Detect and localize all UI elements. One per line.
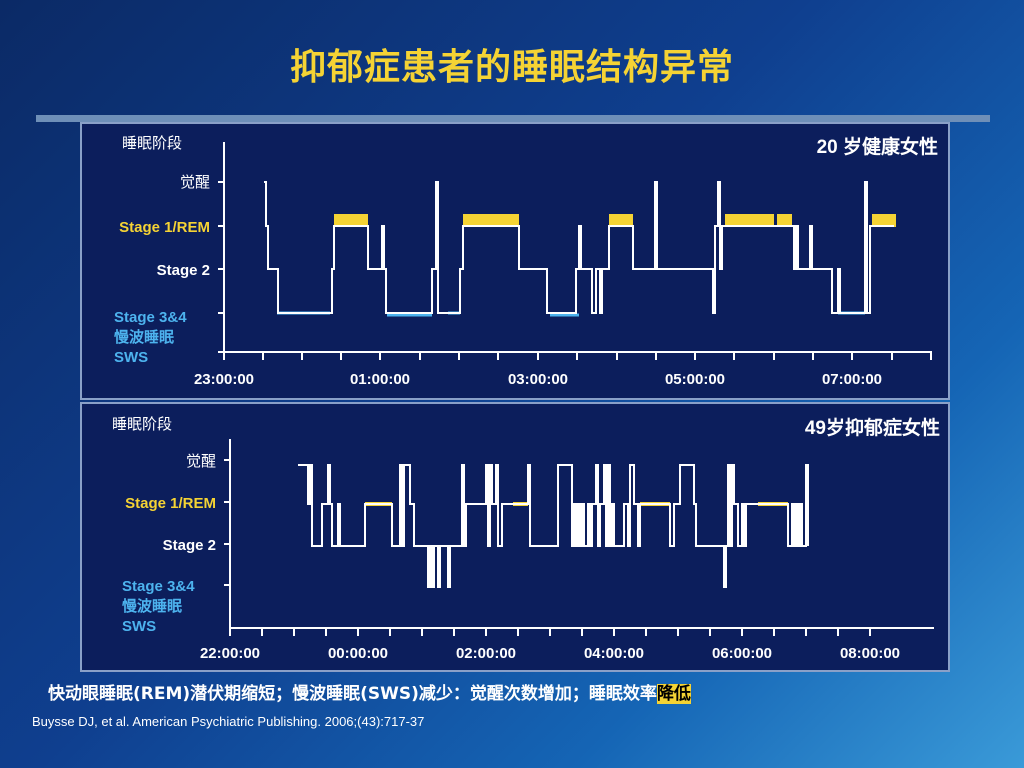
reference-citation: Buysse DJ, et al. American Psychiatric P… [32,714,425,729]
y-axis-title: 睡眠阶段 [122,135,182,152]
rem-bar [872,214,896,227]
chart-title: 20 岁健康女性 [817,135,938,158]
y-level-label: 慢波睡眠 [122,597,182,615]
hypnogram-trace [264,181,894,314]
y-level-label: Stage 3&4 [114,309,187,326]
y-level-label: Stage 2 [157,262,210,279]
x-tick-label: 06:00:00 [712,645,772,662]
x-tick-label: 04:00:00 [584,645,644,662]
rem-bars [334,214,896,227]
title-divider [36,115,990,122]
x-tick-label: 07:00:00 [822,371,882,388]
x-tick-label: 03:00:00 [508,371,568,388]
x-tick-label: 01:00:00 [350,371,410,388]
x-ticks [229,628,871,636]
x-tick-label: 23:00:00 [194,371,254,388]
y-axis-title: 睡眠阶段 [112,416,172,433]
hypnogram-chart-depressed: 睡眠阶段 49岁抑郁症女性 觉醒 Stage 1/REM Stage 2 Sta… [112,416,940,662]
rem-bar [463,214,519,227]
y-level-label: Stage 1/REM [125,495,216,512]
rem-bar [334,214,368,227]
hypnogram-trace [298,464,809,588]
hypnogram-panel-depressed: 睡眠阶段 49岁抑郁症女性 觉醒 Stage 1/REM Stage 2 Sta… [80,402,950,672]
summary-highlight: 降低 [656,684,691,704]
summary-main: 快动眼睡眠(REM)潜伏期缩短；慢波睡眠(SWS)减少：觉醒次数增加；睡眠效率 [48,684,657,704]
rem-bar [777,214,792,227]
chart-title: 49岁抑郁症女性 [805,416,940,439]
y-level-label: SWS [122,618,156,635]
y-level-label: 觉醒 [180,174,210,191]
rem-bar [725,214,774,227]
y-level-label: Stage 3&4 [122,578,195,595]
x-ticks [223,352,932,360]
y-level-label: 觉醒 [186,453,216,470]
x-tick-label: 08:00:00 [840,645,900,662]
y-level-label: Stage 2 [163,537,216,554]
summary-text: 快动眼睡眠(REM)潜伏期缩短；慢波睡眠(SWS)减少：觉醒次数增加；睡眠效率降… [48,679,691,704]
rem-bar [609,214,633,227]
hypnogram-chart-healthy: 睡眠阶段 20 岁健康女性 觉醒 Stage 1/REM Stage 2 Sta… [114,135,938,388]
y-level-label: Stage 1/REM [119,219,210,236]
x-tick-label: 00:00:00 [328,645,388,662]
y-level-label: 慢波睡眠 [114,328,174,346]
x-tick-label: 05:00:00 [665,371,725,388]
y-level-label: SWS [114,349,148,366]
x-tick-label: 02:00:00 [456,645,516,662]
hypnogram-panel-healthy: 睡眠阶段 20 岁健康女性 觉醒 Stage 1/REM Stage 2 Sta… [80,122,950,400]
x-tick-label: 22:00:00 [200,645,260,662]
slide-title: 抑郁症患者的睡眠结构异常 [289,47,734,88]
